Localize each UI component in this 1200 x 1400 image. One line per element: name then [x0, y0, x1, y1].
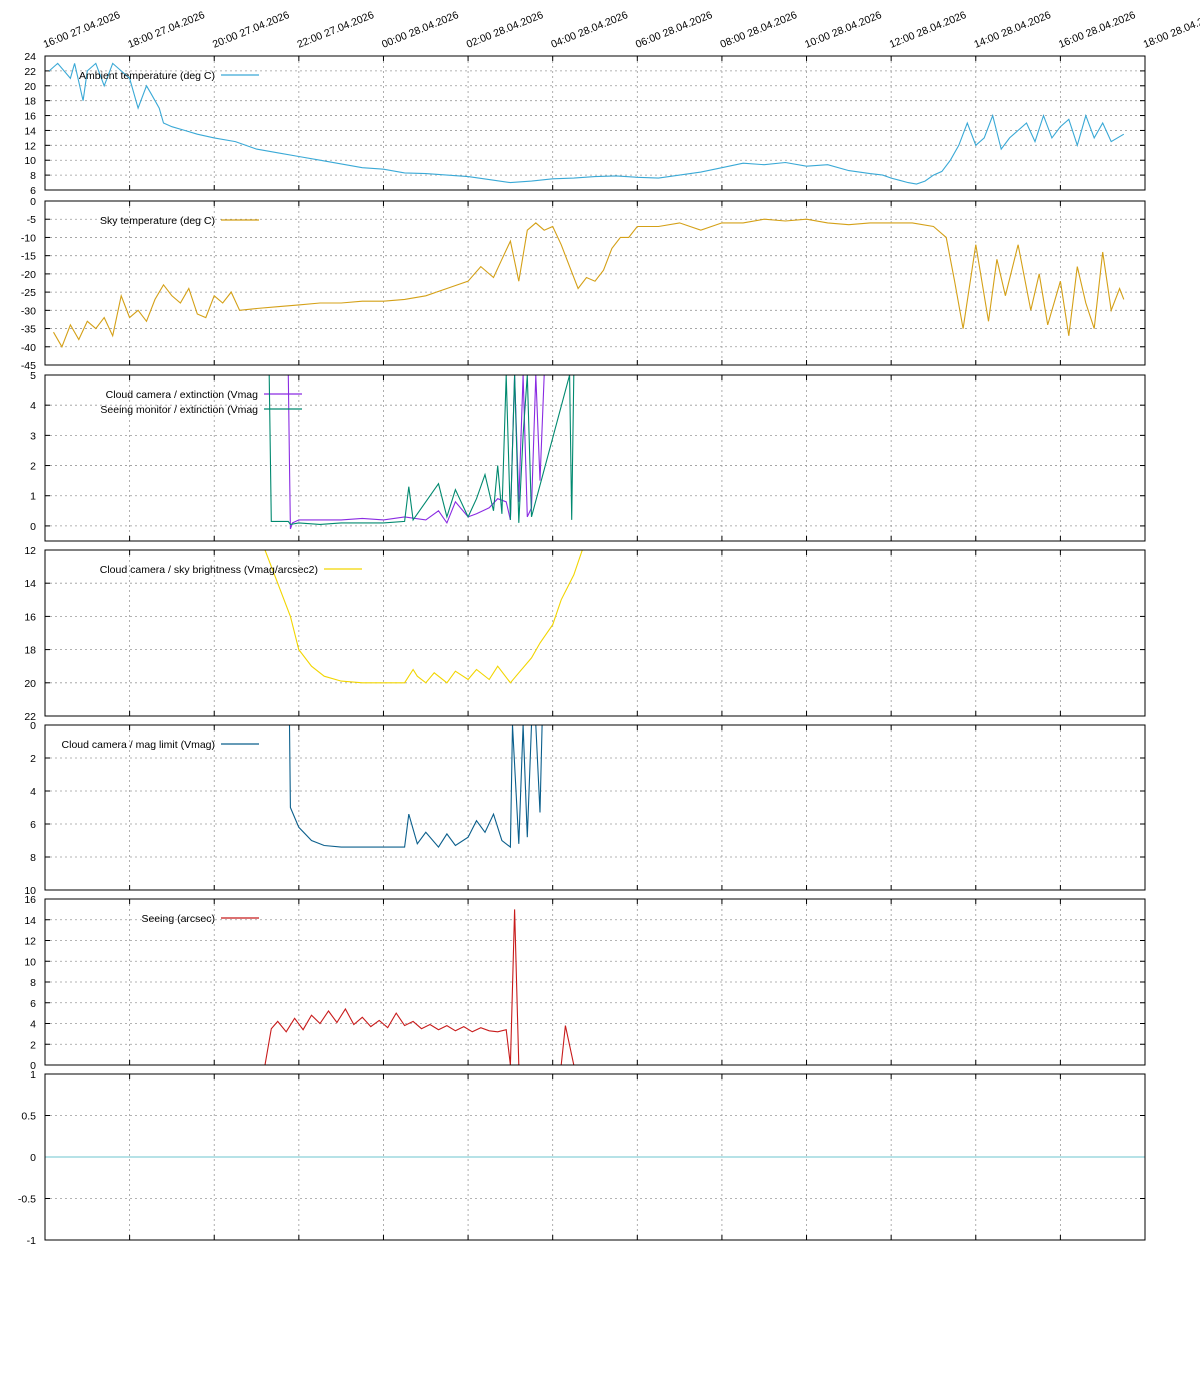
- chart-panel: -45 -40 -35 -30 -25 -20 -15 -10 -5 0 Sky temperatu…: [21, 196, 1146, 372]
- time-tick-label: 16:00 28.04.2026: [1057, 9, 1137, 51]
- y-tick-label: -35: [21, 324, 36, 336]
- chart-panel: 0 2 4 6 8 10 12 14 16 Seeing (arcsec): [24, 894, 1146, 1072]
- series-line: [53, 909, 1124, 1065]
- chart-panel: -1 -0.5 0 0.5 1: [18, 1069, 1146, 1247]
- time-tick-label: 00:00 28.04.2026: [380, 9, 460, 51]
- legend-label: Seeing monitor / extinction (Vmag: [100, 404, 258, 416]
- time-tick-label: 18:00 27.04.2026: [126, 9, 206, 51]
- panel-frame: [44, 200, 1146, 366]
- y-tick-label: 1: [30, 1069, 36, 1081]
- y-tick-label: 0: [30, 720, 36, 732]
- panel-frame: [44, 374, 1146, 542]
- time-tick-label: 14:00 28.04.2026: [972, 9, 1052, 51]
- y-tick-label: 10: [24, 956, 36, 968]
- y-tick-label: -10: [21, 232, 36, 244]
- y-tick-label: -45: [21, 360, 36, 372]
- y-tick-label: 18: [24, 645, 36, 657]
- series-line: [48, 62, 1125, 185]
- y-tick-label: -20: [21, 269, 36, 281]
- series-line: [268, 375, 575, 526]
- y-tick-label: 0: [30, 196, 36, 208]
- y-tick-label: -0.5: [18, 1194, 36, 1206]
- panel-frame: [44, 724, 1146, 891]
- y-tick-label: 16: [24, 894, 36, 906]
- y-tick-label: 3: [30, 430, 36, 442]
- y-tick-label: 4: [30, 1019, 36, 1031]
- y-tick-label: 20: [24, 81, 36, 93]
- time-tick-label: 02:00 28.04.2026: [465, 9, 545, 51]
- y-tick-label: 14: [24, 125, 36, 137]
- y-tick-label: -40: [21, 342, 36, 354]
- y-tick-label: 0: [30, 521, 36, 533]
- y-tick-label: 1: [30, 491, 36, 503]
- time-tick-label: 22:00 27.04.2026: [295, 9, 375, 51]
- chart-panel: 6 8 10 12 14 16 18 20 22 24 Ambient temperature (d…: [24, 51, 1146, 197]
- y-tick-label: 16: [24, 111, 36, 123]
- legend-label: Seeing (arcsec): [141, 913, 215, 925]
- chart-panel: 0 2 4 6 8 10 Cloud camera / mag limit (Vmag): [24, 720, 1146, 897]
- panel-frame: [44, 898, 1146, 1066]
- y-tick-label: 4: [30, 400, 36, 412]
- y-tick-label: 4: [30, 786, 36, 798]
- y-tick-label: 2: [30, 1039, 36, 1051]
- y-tick-label: 18: [24, 96, 36, 108]
- time-tick-label: 08:00 28.04.2026: [719, 9, 799, 51]
- panel-frame: [44, 1073, 1146, 1241]
- time-tick-label: 04:00 28.04.2026: [549, 9, 629, 51]
- chart-panel: 12 14 16 18 20 22 Cloud camera / sky brightnes…: [24, 545, 1146, 723]
- y-tick-label: 2: [30, 753, 36, 765]
- y-tick-label: -15: [21, 251, 36, 263]
- panel-frame: [44, 549, 1146, 717]
- time-tick-label: 18:00 28.04.2026: [1142, 9, 1200, 51]
- time-tick-label: 06:00 28.04.2026: [634, 9, 714, 51]
- chart-panel: 0 1 2 3 4 5 Cloud camera / extinction (Vmag See…: [30, 370, 1146, 542]
- panel-frame: [44, 55, 1146, 191]
- y-tick-label: 24: [24, 51, 36, 63]
- time-tick-label: 20:00 27.04.2026: [211, 9, 291, 51]
- y-tick-label: -30: [21, 305, 36, 317]
- y-tick-label: 10: [24, 155, 36, 167]
- legend-label: Cloud camera / sky brightness (Vmag/arcs…: [100, 564, 318, 576]
- y-tick-label: 6: [30, 998, 36, 1010]
- y-tick-label: 12: [24, 545, 36, 557]
- y-tick-label: -1: [27, 1235, 36, 1247]
- legend-label: Cloud camera / mag limit (Vmag): [62, 739, 215, 751]
- time-tick-label: 16:00 27.04.2026: [42, 9, 122, 51]
- y-tick-label: 6: [30, 185, 36, 197]
- y-tick-label: 8: [30, 170, 36, 182]
- y-tick-label: 6: [30, 819, 36, 831]
- y-tick-label: 14: [24, 578, 36, 590]
- y-tick-label: 22: [24, 711, 36, 723]
- y-tick-label: -25: [21, 287, 36, 299]
- series-line: [49, 725, 1124, 849]
- legend-label: Ambient temperature (deg C): [79, 70, 215, 82]
- y-tick-label: 8: [30, 852, 36, 864]
- y-tick-label: 12: [24, 936, 36, 948]
- y-tick-label: 0: [30, 1060, 36, 1072]
- y-tick-label: 2: [30, 461, 36, 473]
- y-tick-label: 14: [24, 915, 36, 927]
- y-tick-label: 20: [24, 678, 36, 690]
- time-tick-label: 12:00 28.04.2026: [888, 9, 968, 51]
- time-tick-label: 10:00 28.04.2026: [803, 9, 883, 51]
- y-tick-label: -5: [27, 214, 36, 226]
- y-tick-label: 5: [30, 370, 36, 382]
- y-tick-label: 16: [24, 611, 36, 623]
- y-tick-label: 0: [30, 1152, 36, 1164]
- series-line: [264, 550, 583, 684]
- y-tick-label: 8: [30, 977, 36, 989]
- legend-label: Cloud camera / extinction (Vmag: [106, 389, 258, 401]
- series-line: [287, 375, 545, 530]
- y-tick-label: 12: [24, 140, 36, 152]
- y-tick-label: 0.5: [21, 1111, 36, 1123]
- y-tick-label: 22: [24, 66, 36, 78]
- series-line: [53, 218, 1125, 349]
- legend-label: Sky temperature (deg C): [100, 215, 215, 227]
- y-tick-label: 10: [24, 885, 36, 897]
